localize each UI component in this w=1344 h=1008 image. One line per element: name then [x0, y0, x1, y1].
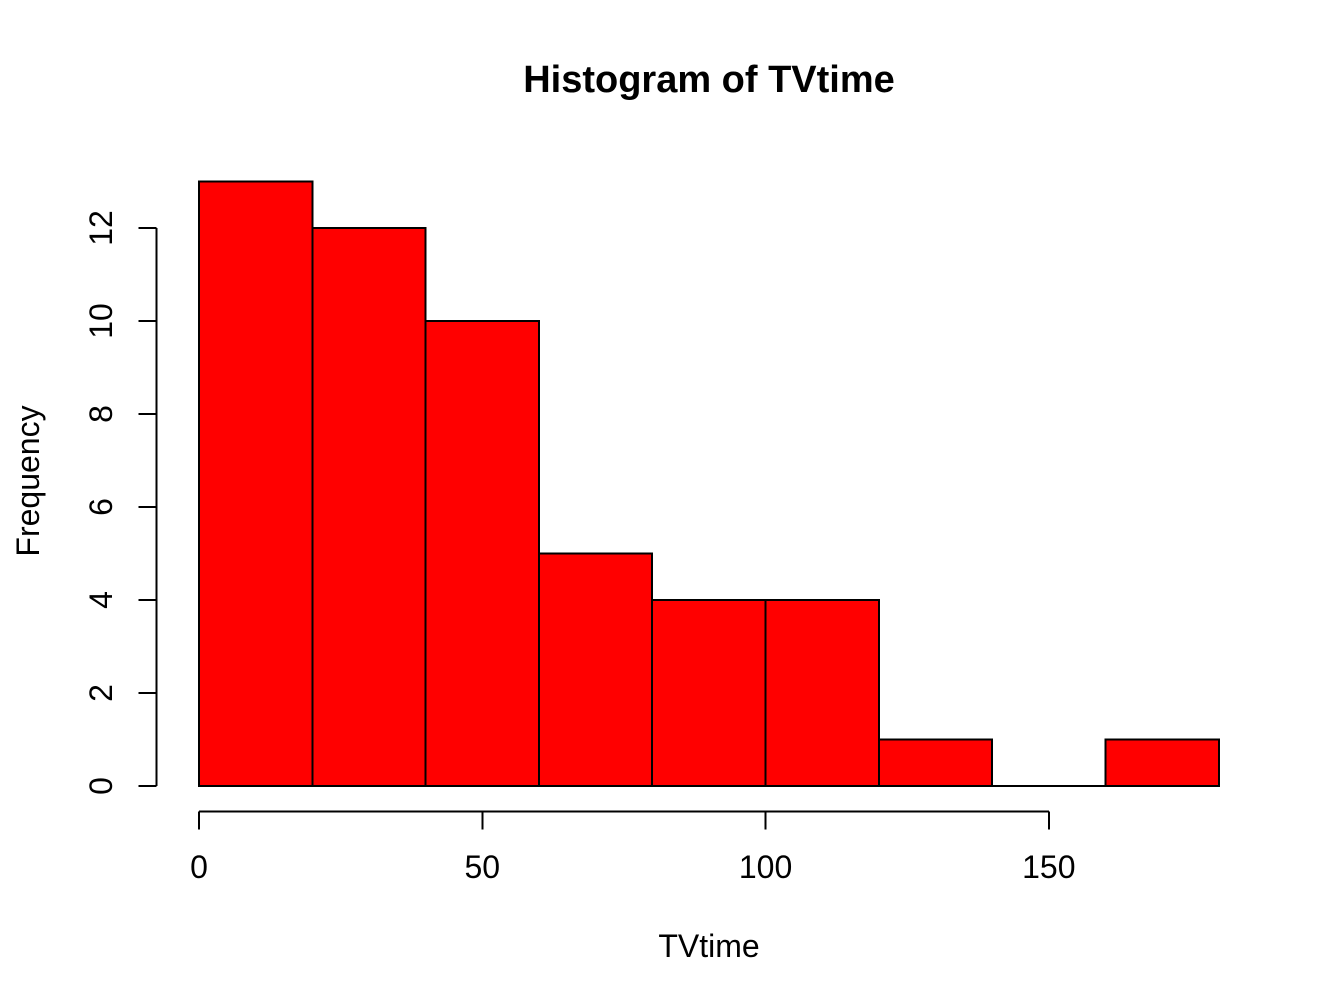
x-tick-label: 100 [739, 849, 792, 885]
y-axis-label: Frequency [10, 405, 46, 557]
histogram-bar [424, 320, 540, 787]
x-tick-label: 50 [464, 849, 500, 885]
x-axis-label: TVtime [658, 928, 760, 964]
histogram-bar [537, 552, 654, 787]
y-tick-label: 8 [83, 405, 119, 423]
histogram-bar [198, 180, 314, 787]
y-tick-label: 10 [83, 303, 119, 339]
y-tick-label: 4 [83, 591, 119, 609]
histogram-bar [877, 738, 994, 787]
y-tick-label: 12 [83, 210, 119, 246]
y-tick-label: 2 [83, 684, 119, 702]
y-tick-label: 0 [83, 777, 119, 795]
histogram-bar [651, 599, 767, 787]
x-tick-label: 150 [1022, 849, 1075, 885]
x-tick-label: 0 [190, 849, 208, 885]
histogram-bar [1104, 738, 1220, 787]
histogram-bar [764, 599, 880, 787]
y-tick-label: 6 [83, 498, 119, 516]
chart-title: Histogram of TVtime [523, 59, 895, 101]
histogram-bar [311, 227, 427, 787]
